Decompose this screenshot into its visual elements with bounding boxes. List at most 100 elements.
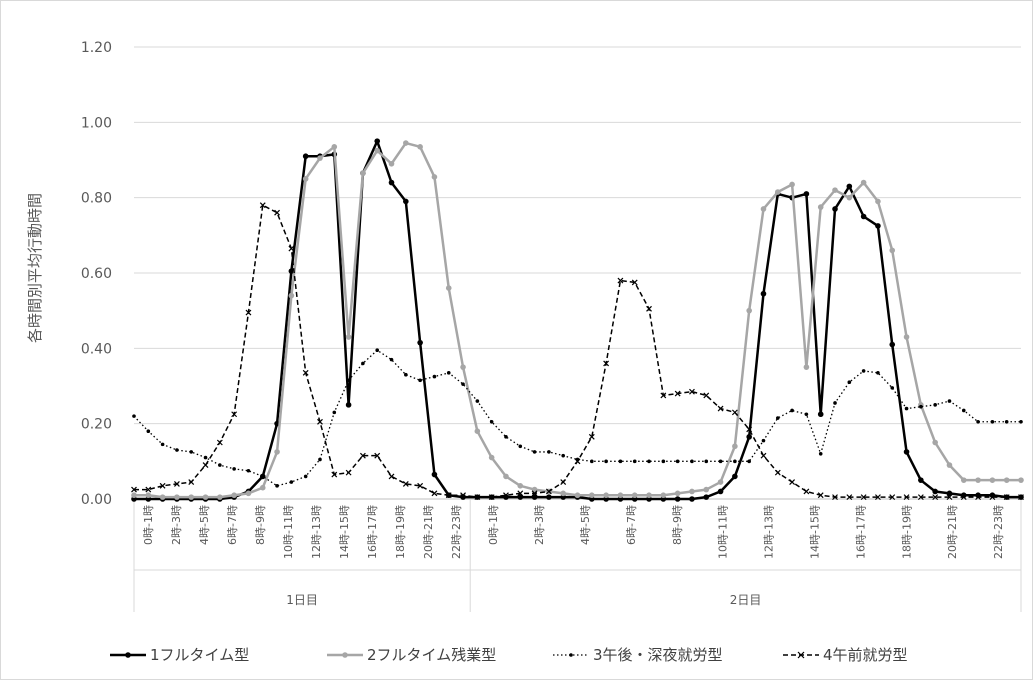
data-point bbox=[261, 475, 265, 479]
x-tick-label: 0時-1時 bbox=[142, 505, 155, 545]
y-tick-label: 1.20 bbox=[81, 40, 112, 56]
data-point bbox=[790, 409, 794, 413]
data-point bbox=[146, 492, 152, 498]
data-point bbox=[633, 460, 637, 464]
data-point bbox=[718, 479, 724, 485]
data-point bbox=[948, 399, 952, 403]
data-point bbox=[231, 492, 237, 498]
x-tick-label: 12時-13時 bbox=[310, 505, 323, 559]
data-point bbox=[961, 477, 967, 483]
data-point bbox=[833, 401, 837, 405]
data-point bbox=[933, 403, 937, 407]
legend-label: 2フルタイム残業型 bbox=[367, 646, 496, 664]
data-point bbox=[403, 199, 409, 205]
data-point bbox=[848, 380, 852, 384]
x-tick-label: 18時-19時 bbox=[394, 505, 407, 559]
x-tick-label: 12時-13時 bbox=[763, 505, 776, 559]
data-point bbox=[875, 199, 881, 205]
data-point bbox=[174, 494, 180, 500]
data-point bbox=[418, 379, 422, 383]
x-tick-label: 6時-7時 bbox=[625, 505, 638, 545]
data-point bbox=[732, 474, 738, 480]
data-point bbox=[889, 342, 895, 348]
data-point bbox=[818, 411, 824, 417]
data-point bbox=[661, 492, 667, 498]
data-point bbox=[560, 491, 566, 497]
y-tick-label: 0.20 bbox=[81, 417, 112, 433]
data-point bbox=[517, 483, 523, 489]
data-point bbox=[317, 155, 323, 161]
data-point bbox=[889, 248, 895, 254]
data-point bbox=[618, 492, 624, 498]
data-point bbox=[876, 371, 880, 375]
y-tick-label: 1.00 bbox=[81, 115, 112, 131]
data-point bbox=[246, 491, 252, 497]
data-point bbox=[932, 440, 938, 446]
y-tick-label: 0.60 bbox=[81, 266, 112, 282]
data-point bbox=[432, 472, 438, 478]
x-tick-label: 2時-3時 bbox=[170, 505, 183, 545]
data-point bbox=[804, 364, 810, 370]
data-point bbox=[919, 405, 923, 409]
x-tick-label: 20時-21時 bbox=[946, 505, 959, 559]
data-point bbox=[375, 348, 379, 352]
data-point bbox=[332, 411, 336, 415]
data-point bbox=[990, 477, 996, 483]
data-point bbox=[304, 475, 308, 479]
data-point bbox=[805, 412, 809, 416]
data-point bbox=[547, 450, 551, 454]
x-tick-label: 14時-15時 bbox=[808, 505, 821, 559]
data-point bbox=[346, 334, 352, 340]
data-point bbox=[904, 334, 910, 340]
data-point bbox=[289, 293, 295, 299]
data-point bbox=[905, 407, 909, 411]
data-point bbox=[847, 195, 853, 201]
data-point bbox=[947, 462, 953, 468]
data-point bbox=[461, 382, 465, 386]
data-point bbox=[676, 460, 680, 464]
data-point bbox=[832, 206, 838, 212]
data-point bbox=[675, 496, 681, 502]
data-point bbox=[189, 450, 193, 454]
data-point bbox=[290, 480, 294, 484]
data-point bbox=[975, 477, 981, 483]
data-point bbox=[632, 492, 638, 498]
data-point bbox=[762, 439, 766, 443]
data-point bbox=[475, 428, 481, 434]
data-point bbox=[318, 458, 322, 462]
data-point bbox=[518, 444, 522, 448]
data-point bbox=[218, 463, 222, 467]
data-point bbox=[575, 492, 581, 498]
data-point bbox=[204, 456, 208, 460]
data-point bbox=[217, 494, 223, 500]
y-axis-label: 各時間別平均行動時間 bbox=[26, 193, 44, 343]
data-point bbox=[360, 170, 366, 176]
data-point bbox=[389, 180, 395, 186]
data-point bbox=[275, 484, 279, 488]
data-point bbox=[403, 140, 409, 146]
y-tick-label: 0.00 bbox=[81, 492, 112, 508]
data-point bbox=[533, 450, 537, 454]
data-point bbox=[603, 492, 609, 498]
data-point bbox=[746, 434, 752, 440]
x-tick-label: 4時-5時 bbox=[198, 505, 211, 545]
legend-label: 4午前就労型 bbox=[823, 646, 908, 664]
data-point bbox=[160, 494, 166, 500]
data-point bbox=[733, 460, 737, 464]
x-tick-label: 22時-23時 bbox=[992, 505, 1005, 559]
data-point bbox=[432, 174, 438, 180]
data-point bbox=[546, 494, 552, 500]
data-point bbox=[761, 291, 767, 297]
x-tick-label: 2時-3時 bbox=[533, 505, 546, 545]
data-point bbox=[361, 362, 365, 366]
data-point bbox=[331, 144, 337, 150]
data-point bbox=[689, 496, 695, 502]
data-point bbox=[1018, 477, 1024, 483]
x-tick-label: 16時-17時 bbox=[366, 505, 379, 559]
data-point bbox=[689, 489, 695, 495]
data-point bbox=[446, 285, 452, 291]
data-point bbox=[476, 399, 480, 403]
x-tick-label: 22時-23時 bbox=[450, 505, 463, 559]
data-point bbox=[260, 485, 266, 491]
